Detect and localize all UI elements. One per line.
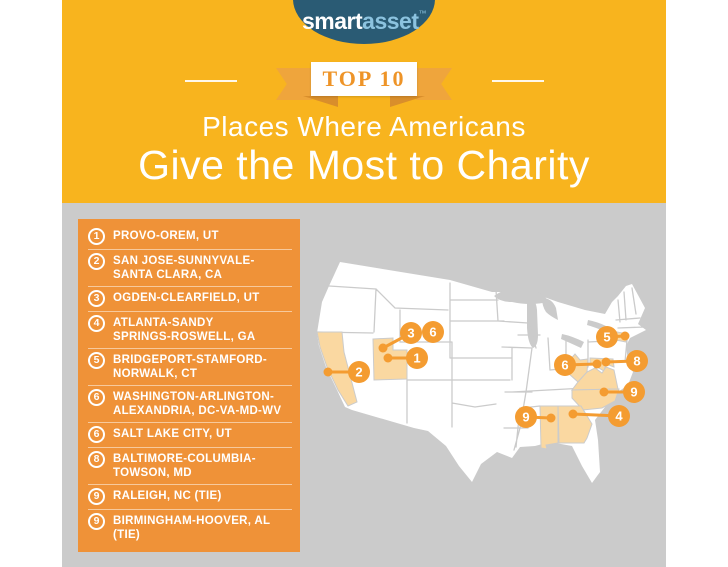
marker-number: 8 <box>633 354 640 369</box>
list-item: 6 WASHINGTON-ARLINGTON- ALEXANDRIA, DC-V… <box>88 386 292 423</box>
list-item-label: ATLANTA-SANDY SPRINGS-ROSWELL, GA <box>113 317 256 343</box>
list-item-label: BRIDGEPORT-STAMFORD- NORWALK, CT <box>113 354 268 380</box>
list-item-label: RALEIGH, NC (TIE) <box>113 490 222 502</box>
rank-number-badge: 6 <box>88 426 105 443</box>
map-marker-6-salt-lake-city: 6 <box>422 321 444 343</box>
marker-number: 2 <box>355 365 362 380</box>
list-item: 5 BRIDGEPORT-STAMFORD- NORWALK, CT <box>88 349 292 386</box>
marker-dot <box>620 331 630 341</box>
lake-superior <box>494 288 548 304</box>
list-item-label: PROVO-OREM, UT <box>113 230 219 242</box>
logo-word-smart: smart <box>302 8 363 34</box>
decorative-rule-left <box>185 80 237 82</box>
trademark-mark: ™ <box>418 9 426 18</box>
marker-number: 9 <box>522 410 529 425</box>
rank-number-badge: 5 <box>88 352 105 369</box>
list-item: 8 BALTIMORE-COLUMBIA- TOWSON, MD <box>88 448 292 485</box>
list-item-label: OGDEN-CLEARFIELD, UT <box>113 292 260 304</box>
rank-number-badge: 1 <box>88 228 105 245</box>
marker-number: 9 <box>630 385 637 400</box>
infographic: smartasset™ TOP 10 Places Where American… <box>62 0 666 567</box>
marker-number: 4 <box>615 409 623 424</box>
rank-number-badge: 6 <box>88 389 105 406</box>
rank-number-badge: 8 <box>88 451 105 468</box>
map-marker-5-bridgeport: 5 <box>596 326 630 348</box>
list-item: 4 ATLANTA-SANDY SPRINGS-ROSWELL, GA <box>88 312 292 349</box>
marker-dot <box>601 357 611 367</box>
rank-number-badge: 4 <box>88 315 105 332</box>
map-marker-8-baltimore: 8 <box>601 350 648 372</box>
marker-dot <box>546 413 556 423</box>
list-item-label: SALT LAKE CITY, UT <box>113 428 232 440</box>
marker-number: 6 <box>561 358 568 373</box>
title-line2: Give the Most to Charity <box>138 142 590 188</box>
logo-word-asset: asset <box>362 8 419 34</box>
list-item-label: BIRMINGHAM-HOOVER, AL (TIE) <box>113 515 271 541</box>
list-item: 3 OGDEN-CLEARFIELD, UT <box>88 287 292 312</box>
rank-number-badge: 9 <box>88 488 105 505</box>
state-california <box>316 331 358 407</box>
list-item: 9 RALEIGH, NC (TIE) <box>88 485 292 510</box>
rank-list: 1 PROVO-OREM, UT 2 SAN JOSE-SUNNYVALE- S… <box>78 219 300 552</box>
marker-dot <box>592 359 602 369</box>
state-borders <box>316 282 646 451</box>
map-marker-6-washington-dc: 6 <box>554 354 602 376</box>
marker-dot <box>378 343 388 353</box>
us-map: 2 3 6 1 5 <box>316 262 648 483</box>
smartasset-logo-text: smartasset™ <box>302 10 426 33</box>
ribbon-wing-right <box>416 68 452 100</box>
map-marker-2-california: 2 <box>323 361 370 383</box>
lake-huron <box>542 298 558 320</box>
header: smartasset™ TOP 10 Places Where American… <box>62 0 666 203</box>
rank-number-badge: 9 <box>88 513 105 530</box>
marker-dot <box>323 367 333 377</box>
ribbon-wing-left <box>276 68 312 100</box>
decorative-rule-right <box>492 80 544 82</box>
state-alabama <box>539 405 559 450</box>
lake-erie <box>561 334 584 348</box>
map-marker-3-ogden: 3 <box>378 322 422 353</box>
list-item: 2 SAN JOSE-SUNNYVALE- SANTA CLARA, CA <box>88 250 292 287</box>
title-line1: Places Where Americans <box>202 111 526 142</box>
map-marker-9-birmingham: 9 <box>515 406 556 428</box>
marker-number: 1 <box>413 351 420 366</box>
top10-badge: TOP 10 <box>311 62 417 96</box>
list-item-label: BALTIMORE-COLUMBIA- TOWSON, MD <box>113 453 256 479</box>
map-marker-9-raleigh: 9 <box>599 381 645 403</box>
marker-number: 3 <box>407 326 414 341</box>
marker-dot <box>568 409 578 419</box>
list-item: 6 SALT LAKE CITY, UT <box>88 423 292 448</box>
marker-number: 6 <box>429 325 436 340</box>
marker-dot <box>599 387 609 397</box>
map-marker-1-provo: 1 <box>383 347 428 369</box>
list-item: 1 PROVO-OREM, UT <box>88 225 292 250</box>
smartasset-logo: smartasset™ <box>293 0 435 44</box>
map-marker-4-atlanta: 4 <box>568 405 630 427</box>
list-item-label: WASHINGTON-ARLINGTON- ALEXANDRIA, DC-VA-… <box>113 391 282 417</box>
rank-number-badge: 2 <box>88 253 105 270</box>
list-item-label: SAN JOSE-SUNNYVALE- SANTA CLARA, CA <box>113 255 255 281</box>
marker-number: 5 <box>603 330 610 345</box>
marker-dot <box>383 353 393 363</box>
rank-number-badge: 3 <box>88 290 105 307</box>
list-item: 9 BIRMINGHAM-HOOVER, AL (TIE) <box>88 510 292 546</box>
